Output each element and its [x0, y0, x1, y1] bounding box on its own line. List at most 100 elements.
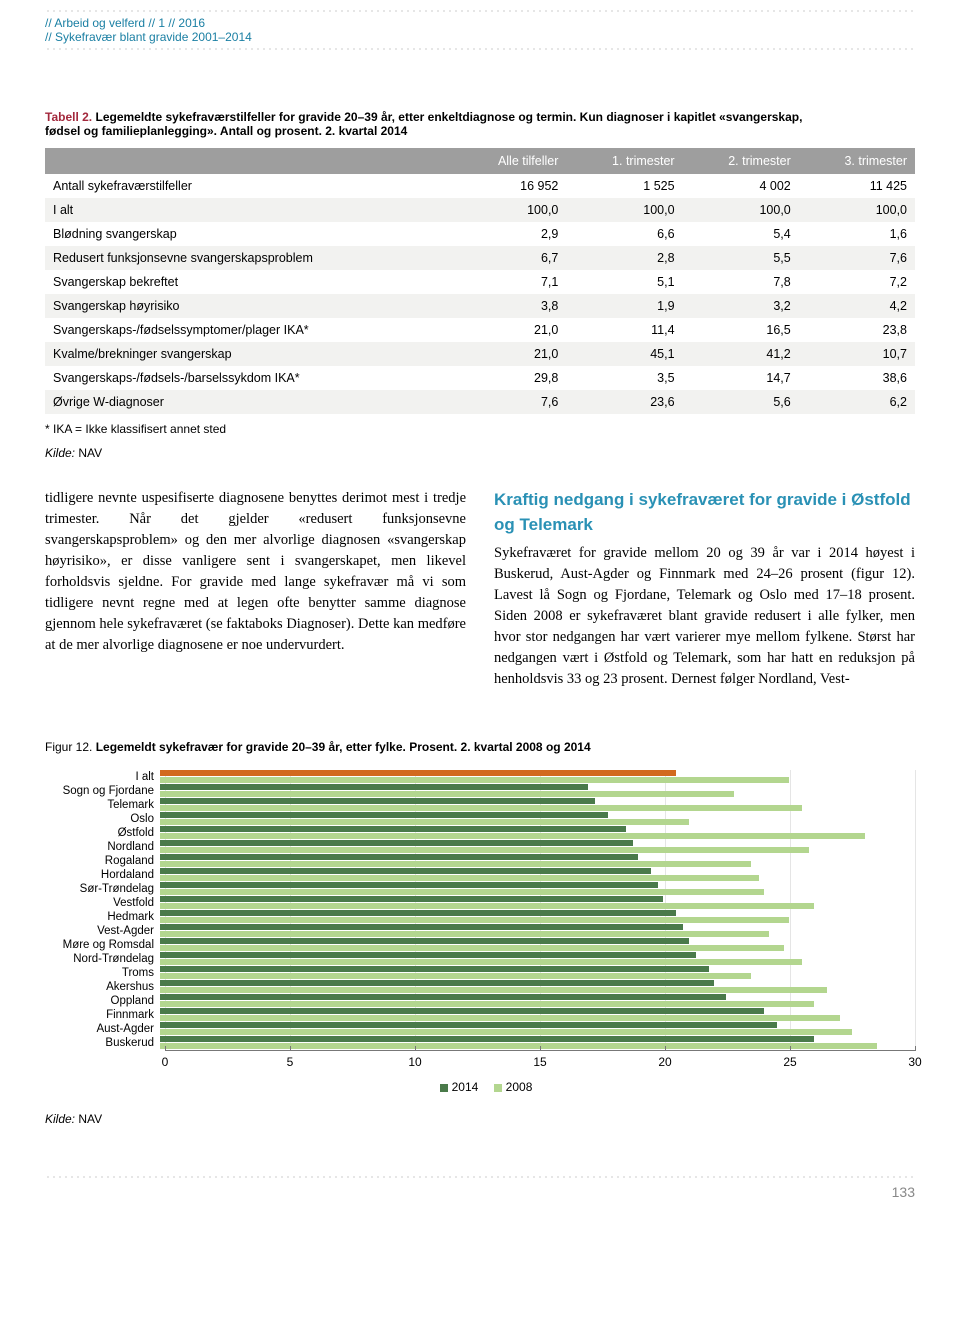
table-cell: 100,0	[799, 198, 915, 222]
kilde-label-fig: Kilde:	[45, 1112, 75, 1126]
chart-row-label: Hordaland	[45, 869, 160, 881]
table-cell: 2,8	[566, 246, 682, 270]
table2-title: Tabell 2. Legemeldte sykefraværstilfelle…	[45, 110, 805, 138]
table-cell: 11 425	[799, 174, 915, 198]
chart-row-label: Oppland	[45, 995, 160, 1007]
chart-bars	[160, 840, 915, 854]
chart-row-label: Vest-Agder	[45, 925, 160, 937]
table-cell: 21,0	[453, 318, 566, 342]
chart-row-label: Troms	[45, 967, 160, 979]
kilde-value: NAV	[78, 446, 102, 460]
bar-2008	[160, 791, 734, 797]
chart-bars	[160, 952, 915, 966]
chart-row-label: Møre og Romsdal	[45, 939, 160, 951]
table-cell: 21,0	[453, 342, 566, 366]
table-cell: 10,7	[799, 342, 915, 366]
table-cell: 7,6	[799, 246, 915, 270]
chart-bars	[160, 882, 915, 896]
header-line-1: // Arbeid og velferd // 1 // 2016	[45, 16, 915, 30]
legend-2014: 2014	[452, 1080, 479, 1094]
chart-bars	[160, 994, 915, 1008]
table-cell: 7,6	[453, 390, 566, 414]
bar-2014	[160, 966, 709, 972]
chart-bars	[160, 854, 915, 868]
chart-row: Vest-Agder	[165, 924, 915, 938]
x-tick-label: 15	[533, 1055, 546, 1069]
chart-bars	[160, 868, 915, 882]
table-row: Svangerskaps-/fødselssymptomer/plager IK…	[45, 318, 915, 342]
body-left-col: tidligere nevnte uspesifiserte diagnosen…	[45, 488, 466, 690]
table-cell: 6,7	[453, 246, 566, 270]
chart-row-label: Akershus	[45, 981, 160, 993]
table-row: Antall sykefraværstilfeller16 9521 5254 …	[45, 174, 915, 198]
bar-2008	[160, 1001, 814, 1007]
table-cell: Kvalme/brekninger svangerskap	[45, 342, 453, 366]
table-cell: 7,8	[683, 270, 799, 294]
chart-bars	[160, 784, 915, 798]
legend-box-2014	[440, 1084, 448, 1092]
table-cell: Svangerskap bekreftet	[45, 270, 453, 294]
table-cell: Antall sykefraværstilfeller	[45, 174, 453, 198]
chart-bars	[160, 1036, 915, 1050]
chart-row: Finnmark	[165, 1008, 915, 1022]
bar-2008	[160, 959, 802, 965]
table2: Alle tilfeller1. trimester2. trimester3.…	[45, 148, 915, 414]
bar-2008	[160, 833, 865, 839]
table2-caption: Legemeldte sykefraværstilfeller for grav…	[45, 110, 802, 138]
chart-row-label: Vestfold	[45, 897, 160, 909]
table-row: Øvrige W-diagnoser7,623,65,66,2	[45, 390, 915, 414]
chart-row: Nordland	[165, 840, 915, 854]
chart-row: Aust-Agder	[165, 1022, 915, 1036]
bar-2014	[160, 1008, 764, 1014]
table-cell: 4,2	[799, 294, 915, 318]
header-line-2: // Sykefravær blant gravide 2001–2014	[45, 30, 915, 44]
table-cell: 45,1	[566, 342, 682, 366]
figure12-chart: I altSogn og FjordaneTelemarkOsloØstfold…	[45, 770, 915, 1074]
bar-2014	[160, 840, 633, 846]
chart-row-label: Finnmark	[45, 1009, 160, 1021]
bar-2014	[160, 896, 663, 902]
bar-2014	[160, 994, 726, 1000]
table-cell: 5,6	[683, 390, 799, 414]
chart-bars	[160, 798, 915, 812]
bar-2008	[160, 903, 814, 909]
x-tick-label: 30	[908, 1055, 921, 1069]
table-row: Svangerskap bekreftet7,15,17,87,2	[45, 270, 915, 294]
table-cell: 16,5	[683, 318, 799, 342]
table-row: Svangerskap høyrisiko3,81,93,24,2	[45, 294, 915, 318]
chart-bars	[160, 812, 915, 826]
figure12-block: Figur 12. Legemeldt sykefravær for gravi…	[45, 740, 915, 1126]
legend-2008: 2008	[506, 1080, 533, 1094]
table-cell: 1 525	[566, 174, 682, 198]
table2-col-header	[45, 148, 453, 174]
bar-2014	[160, 1022, 777, 1028]
bar-2014	[160, 868, 651, 874]
chart-row-label: Sør-Trøndelag	[45, 883, 160, 895]
bar-2014	[160, 924, 683, 930]
chart-bars	[160, 770, 915, 784]
table2-label: Tabell 2.	[45, 110, 92, 124]
table-cell: 100,0	[683, 198, 799, 222]
table-cell: 6,2	[799, 390, 915, 414]
chart-bars	[160, 980, 915, 994]
chart-row: Troms	[165, 966, 915, 980]
chart-row: Nord-Trøndelag	[165, 952, 915, 966]
table2-col-header: Alle tilfeller	[453, 148, 566, 174]
table-cell: 1,9	[566, 294, 682, 318]
table2-col-header: 2. trimester	[683, 148, 799, 174]
chart-row: Akershus	[165, 980, 915, 994]
chart-bars	[160, 896, 915, 910]
chart-row: Vestfold	[165, 896, 915, 910]
table-cell: 4 002	[683, 174, 799, 198]
body-right-text: Sykefraværet for gravide mellom 20 og 39…	[494, 543, 915, 690]
table-cell: Øvrige W-diagnoser	[45, 390, 453, 414]
table-cell: 1,6	[799, 222, 915, 246]
table-cell: 3,2	[683, 294, 799, 318]
bar-2014	[160, 812, 608, 818]
table-cell: 16 952	[453, 174, 566, 198]
bar-2014	[160, 784, 588, 790]
table-cell: 3,5	[566, 366, 682, 390]
table-cell: 5,1	[566, 270, 682, 294]
chart-row-label: Nord-Trøndelag	[45, 953, 160, 965]
chart-row-label: I alt	[45, 771, 160, 783]
